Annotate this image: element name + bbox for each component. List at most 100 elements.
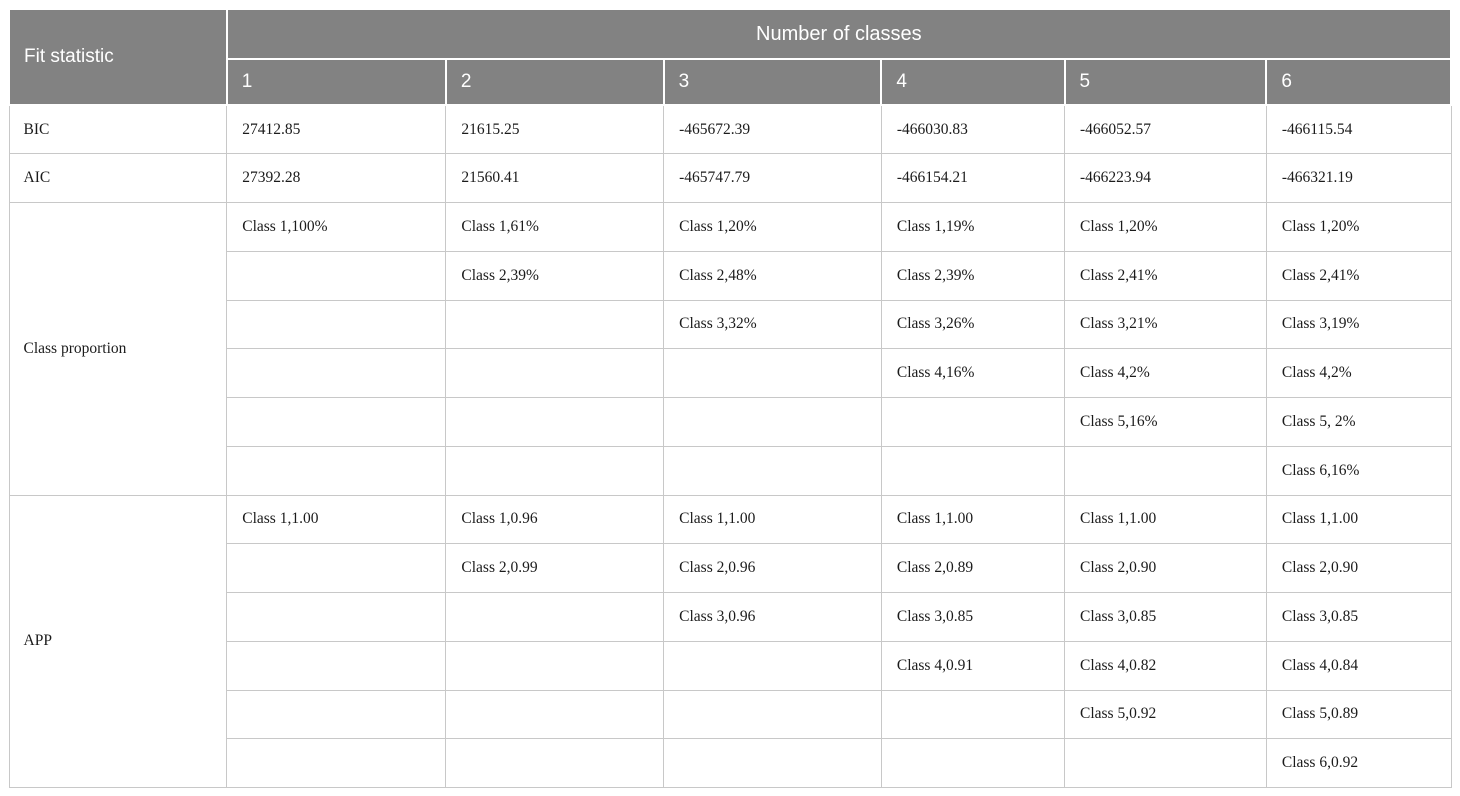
table-cell: Class 1,1.00 bbox=[880, 494, 1066, 545]
table-cell: Class 5, 2% bbox=[1265, 397, 1452, 447]
table-cell-empty bbox=[226, 299, 447, 350]
table-cell: Class 6,16% bbox=[1265, 445, 1452, 496]
table-cell: Class 3,21% bbox=[1064, 299, 1267, 350]
table-row: Class 4,0.91 Class 4,0.82 Class 4,0.84 bbox=[9, 640, 1452, 691]
table-cell-empty bbox=[663, 640, 882, 691]
table-cell-empty bbox=[1064, 445, 1267, 496]
table-cell-empty bbox=[880, 738, 1066, 788]
table-cell: Class 6,0.92 bbox=[1265, 738, 1452, 788]
table-cell: Class 1,61% bbox=[445, 202, 665, 252]
table-cell: Class 4,2% bbox=[1265, 348, 1452, 398]
table-cell: Class 1,20% bbox=[1265, 202, 1452, 252]
header-class-2: 2 bbox=[444, 58, 665, 106]
table-row: APP Class 1,1.00 Class 1,0.96 Class 1,1.00 C… bbox=[8, 494, 1452, 788]
table-cell: Class 3,32% bbox=[663, 299, 882, 350]
table-row: AIC 27392.28 21560.41 -465747.79 -466154.21-… bbox=[8, 153, 1452, 203]
table-cell: -465672.39 bbox=[663, 104, 882, 155]
row-label-bic: BIC bbox=[8, 104, 228, 155]
table-row: Class 4,16% Class 4,2% Class 4,2% bbox=[9, 348, 1452, 398]
header-row-group: Fit statistic Number of classes bbox=[8, 8, 1453, 106]
table-cell: -466052.57 bbox=[1064, 104, 1267, 155]
table-row: Class 2,39% Class 2,48% Class 2,39% Class 2… bbox=[9, 250, 1452, 301]
table-cell: Class 2,48% bbox=[663, 250, 882, 301]
row-label-class-proportion: Class proportion bbox=[8, 202, 228, 496]
table-cell-empty bbox=[226, 250, 447, 301]
table-cell-empty bbox=[226, 397, 447, 447]
table-cell-empty bbox=[445, 348, 665, 398]
table-cell-empty bbox=[445, 689, 665, 740]
table-cell: Class 2,39% bbox=[880, 250, 1066, 301]
table-cell-empty bbox=[880, 445, 1066, 496]
table-row: Class 6,0.92 bbox=[9, 738, 1452, 788]
header-class-6: 6 bbox=[1265, 58, 1452, 106]
table-cell-empty bbox=[663, 397, 882, 447]
table-cell: Class 1,1.00 bbox=[1265, 494, 1452, 545]
row-label-aic: AIC bbox=[8, 153, 228, 203]
table-cell: -466030.83 bbox=[880, 104, 1066, 155]
table-cell-empty bbox=[445, 397, 665, 447]
table-cell: Class 1,19% bbox=[880, 202, 1066, 252]
table-row: BIC 27412.85 21615.25 -465672.39 -466030.83-… bbox=[8, 104, 1452, 155]
table-cell-empty bbox=[445, 445, 665, 496]
table-cell-empty bbox=[226, 348, 447, 398]
table-cell: Class 3,19% bbox=[1265, 299, 1452, 350]
table-cell: -466321.19 bbox=[1265, 153, 1452, 203]
header-class-4: 4 bbox=[880, 58, 1066, 106]
table-cell: Class 4,16% bbox=[880, 348, 1066, 398]
table-row: Class 6,16% bbox=[9, 445, 1452, 496]
table-cell: 27392.28 bbox=[226, 153, 447, 203]
table-cell: Class 2,39% bbox=[445, 250, 665, 301]
table-cell: Class 2,0.89 bbox=[880, 543, 1066, 593]
table-cell: Class 2,41% bbox=[1265, 250, 1452, 301]
table-cell-empty bbox=[663, 445, 882, 496]
table-cell: -465747.79 bbox=[663, 153, 882, 203]
table-cell: 27412.85 bbox=[226, 104, 447, 155]
header-class-3: 3 bbox=[662, 58, 883, 106]
table-cell: Class 2,41% bbox=[1064, 250, 1267, 301]
table-cell: Class 4,0.82 bbox=[1064, 640, 1267, 691]
table-cell: 21560.41 bbox=[445, 153, 665, 203]
table-cell: Class 1,1.00 bbox=[663, 494, 882, 545]
table-cell: Class 2,0.99 bbox=[445, 543, 665, 593]
table-cell: Class 5,16% bbox=[1064, 397, 1267, 447]
table-cell: Class 4,0.91 bbox=[880, 640, 1066, 691]
table-row: Class 3,0.96 Class 3,0.85 Class 3,0.85 Clas… bbox=[9, 592, 1452, 642]
table-cell-empty bbox=[663, 738, 882, 788]
table-cell: Class 2,0.90 bbox=[1265, 543, 1452, 593]
table-cell: Class 1,20% bbox=[663, 202, 882, 252]
table-cell: Class 5,0.92 bbox=[1064, 689, 1267, 740]
table-row: Class 2,0.99 Class 2,0.96 Class 2,0.89 Clas… bbox=[9, 543, 1452, 593]
table-cell-empty bbox=[663, 348, 882, 398]
table-cell: Class 5,0.89 bbox=[1265, 689, 1452, 740]
table-cell-empty bbox=[226, 689, 447, 740]
table-row: Class 5,0.92 Class 5,0.89 bbox=[9, 689, 1452, 740]
table-cell: Class 2,0.90 bbox=[1064, 543, 1267, 593]
table-row: Class proportion Class 1,100% Class 1,61% C… bbox=[8, 202, 1452, 496]
header-fit-statistic: Fit statistic bbox=[8, 8, 228, 106]
table-cell-empty bbox=[226, 640, 447, 691]
table-cell: Class 3,26% bbox=[880, 299, 1066, 350]
table-cell-empty bbox=[226, 445, 447, 496]
table-cell: Class 3,0.85 bbox=[1265, 592, 1452, 642]
table-cell: Class 4,2% bbox=[1064, 348, 1267, 398]
table-cell: -466223.94 bbox=[1064, 153, 1267, 203]
header-number-of-classes: Number of classes bbox=[225, 8, 1453, 60]
table-cell: Class 2,0.96 bbox=[663, 543, 882, 593]
header-class-5: 5 bbox=[1063, 58, 1268, 106]
table-row: Class 3,32% Class 3,26% Class 3,21% Class 3… bbox=[9, 299, 1452, 350]
table-cell-empty bbox=[226, 738, 447, 788]
table-cell: 21615.25 bbox=[445, 104, 665, 155]
table-cell-empty bbox=[445, 738, 665, 788]
header-class-1: 1 bbox=[225, 58, 447, 106]
table-cell-empty bbox=[880, 689, 1066, 740]
table-cell: Class 1,1.00 bbox=[1064, 494, 1267, 545]
table-cell: Class 1,1.00 bbox=[226, 494, 447, 545]
table-cell-empty bbox=[226, 543, 447, 593]
table-body: BIC 27412.85 21615.25 -465672.39 -466030.83-… bbox=[8, 104, 1452, 788]
table-cell-empty bbox=[445, 592, 665, 642]
table-cell: Class 3,0.85 bbox=[1064, 592, 1267, 642]
